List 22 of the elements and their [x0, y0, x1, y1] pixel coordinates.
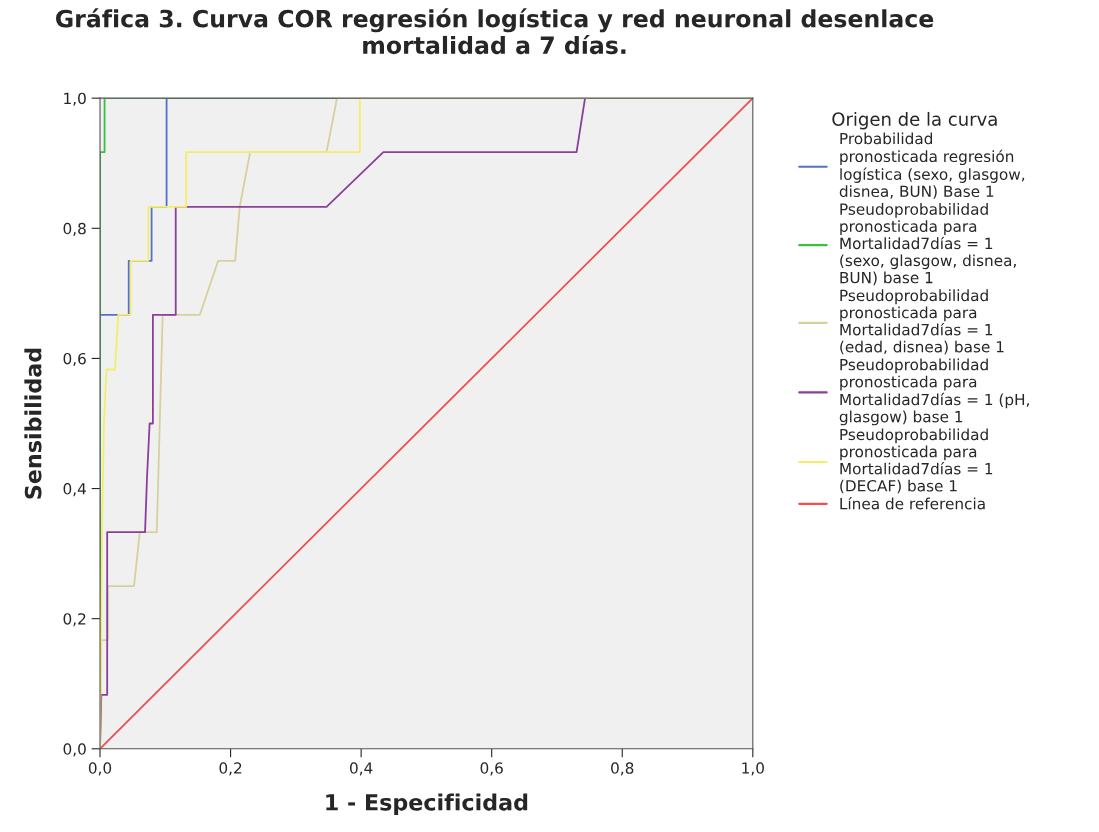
legend-title: Origen de la curva: [832, 111, 997, 130]
legend-label: Pseudoprobabilidad pronosticada para Mortalidad7días = 1 (pH, glasgow) base 1: [839, 358, 1029, 426]
chart-title: Gráfica 3. Curva COR regresión logística y red neuronal desenlace mortalidad a 7 días.: [55, 8, 934, 55]
y-tick-label: 0,6: [63, 352, 86, 367]
x-tick-label: 0,4: [349, 762, 373, 776]
y-axis-title: Sensibilidad: [24, 348, 42, 499]
x-tick-label: 0,0: [88, 762, 112, 776]
x-tick-label: 0,6: [480, 762, 503, 776]
y-tick-label: 1,0: [64, 92, 86, 106]
legend-label: Pseudoprobabilidad pronosticada para Mortalidad7días = 1 (edad, disnea) base 1: [840, 289, 1004, 355]
y-tick-label: 0,2: [63, 613, 86, 627]
x-tick-label: 0,8: [611, 762, 634, 776]
y-tick-label: 0,0: [63, 743, 86, 757]
x-tick-label: 1,0: [742, 762, 764, 776]
legend-label: Pseudoprobabilidad pronosticada para Mortalidad7días = 1 (DECAF) base 1: [840, 428, 993, 494]
x-tick-label: 0,2: [219, 762, 242, 776]
legend-label: Pseudoprobabilidad pronosticada para Mortalidad7días = 1 (sexo, glasgow, disnea, BUN) base 1: [840, 203, 1016, 286]
legend-label: Línea de referencia: [840, 496, 985, 510]
y-tick-label: 0,4: [63, 483, 86, 497]
y-tick-label: 0,8: [63, 222, 86, 236]
legend-label: Probabilidad pronosticada regresión logística (sexo, glasgow, disnea, BUN) Base 1: [839, 132, 1025, 199]
x-axis-title: 1 - Especificidad: [326, 793, 528, 815]
